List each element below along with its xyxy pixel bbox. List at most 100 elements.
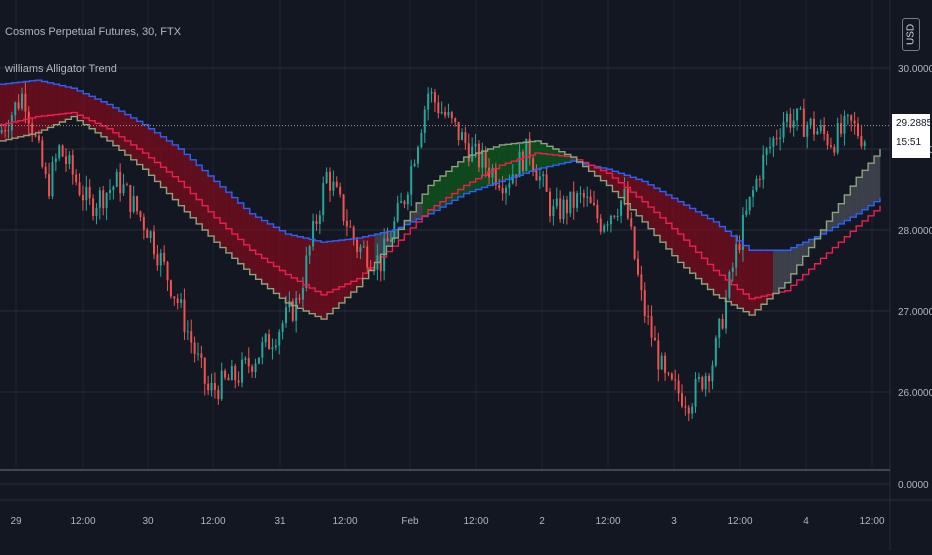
candle-down (559, 198, 562, 220)
trend-fill-segment (725, 231, 732, 302)
currency-button[interactable]: USD (902, 18, 920, 51)
x-tick-label: 12:00 (463, 516, 488, 527)
trend-fill-segment (868, 163, 875, 206)
current-price-label: 29.2885 15:51 (892, 114, 932, 158)
candle-up (755, 178, 758, 191)
candle-up (7, 130, 10, 132)
candle-down (708, 375, 711, 382)
candle-down (670, 373, 673, 380)
trend-fill-segment (29, 80, 36, 135)
trend-fill-segment (856, 177, 863, 214)
trend-fill-segment (778, 250, 786, 289)
candle-down (677, 380, 680, 394)
candle-down (119, 171, 122, 194)
x-tick-label: 12:00 (70, 516, 95, 527)
candle-down (857, 123, 859, 136)
candle-down (650, 316, 653, 338)
trend-fill-segment (743, 245, 750, 312)
candle-down (139, 211, 142, 217)
candle-down (386, 238, 389, 242)
candle-down (71, 155, 74, 175)
trend-fill-segment (612, 171, 619, 192)
candle-down (339, 186, 342, 195)
candle-up (447, 112, 450, 116)
candle-up (220, 370, 223, 400)
candle-up (423, 109, 426, 134)
candle-down (173, 296, 176, 299)
candle-up (576, 193, 579, 208)
candle-down (457, 121, 460, 140)
candle-up (806, 125, 809, 137)
trend-fill-segment (790, 247, 798, 274)
candle-down (545, 174, 548, 192)
trend-fill-segment (440, 176, 447, 208)
candle-up (122, 184, 125, 194)
candle-down (17, 102, 20, 109)
candle-down (190, 331, 193, 343)
y-tick-label: 30.0000 (898, 64, 932, 75)
candle-up (21, 93, 23, 109)
trend-fill-segment (499, 144, 506, 182)
x-tick-label: 30 (142, 516, 154, 527)
candle-down (684, 406, 687, 408)
trend-fill-segment (832, 212, 839, 228)
trend-fill-segment (47, 82, 54, 128)
candle-down (153, 231, 155, 255)
candle-up (244, 358, 247, 360)
trend-fill-segment (671, 198, 679, 256)
trend-fill-segment (814, 236, 821, 239)
candle-down (681, 393, 683, 407)
candle-down (34, 135, 37, 137)
candle-up (257, 357, 260, 364)
candle-up (555, 198, 558, 207)
candle-down (775, 138, 778, 140)
candle-up (308, 246, 311, 256)
candle-down (593, 203, 595, 205)
trend-fill-segment (416, 203, 423, 220)
trend-fill-segment (660, 191, 667, 243)
candle-up (115, 171, 118, 187)
candle-down (528, 138, 531, 159)
indicator-label[interactable]: williams Alligator Trend (5, 63, 117, 75)
candle-up (792, 120, 795, 128)
candle-up (836, 123, 839, 153)
trend-fill-segment (767, 250, 774, 299)
candle-up (691, 406, 694, 414)
candle-up (481, 151, 484, 168)
candle-up (98, 190, 101, 208)
candle-down (366, 246, 369, 268)
candle-down (193, 342, 196, 354)
candle-down (494, 168, 497, 186)
candle-down (61, 145, 64, 157)
trend-fill-segment (142, 124, 149, 170)
candle-down (633, 226, 636, 259)
candle-down (738, 244, 741, 250)
candle-down (501, 187, 504, 194)
trend-fill-segment (231, 197, 239, 259)
candle-down (136, 196, 139, 212)
trend-fill-segment (243, 208, 251, 270)
candle-down (298, 298, 301, 300)
candle-up (197, 353, 199, 355)
candle-up (427, 93, 430, 110)
candle-down (81, 194, 84, 201)
candle-up (725, 297, 727, 329)
candle-down (75, 174, 78, 183)
candle-down (237, 380, 240, 383)
candle-down (572, 191, 575, 208)
candle-up (264, 334, 267, 343)
candle-down (437, 102, 440, 114)
y-tick-label: 28.0000 (898, 226, 932, 237)
trend-fill-segment (707, 218, 714, 290)
candle-down (789, 113, 792, 128)
candle-down (291, 301, 294, 321)
candle-down (125, 184, 128, 186)
trend-fill-segment (41, 81, 48, 131)
trend-fill-segment (874, 156, 881, 202)
trend-fill-segment (594, 166, 601, 176)
trend-fill-segment (487, 149, 494, 186)
candle-up (731, 267, 734, 273)
candle-down (37, 135, 40, 141)
